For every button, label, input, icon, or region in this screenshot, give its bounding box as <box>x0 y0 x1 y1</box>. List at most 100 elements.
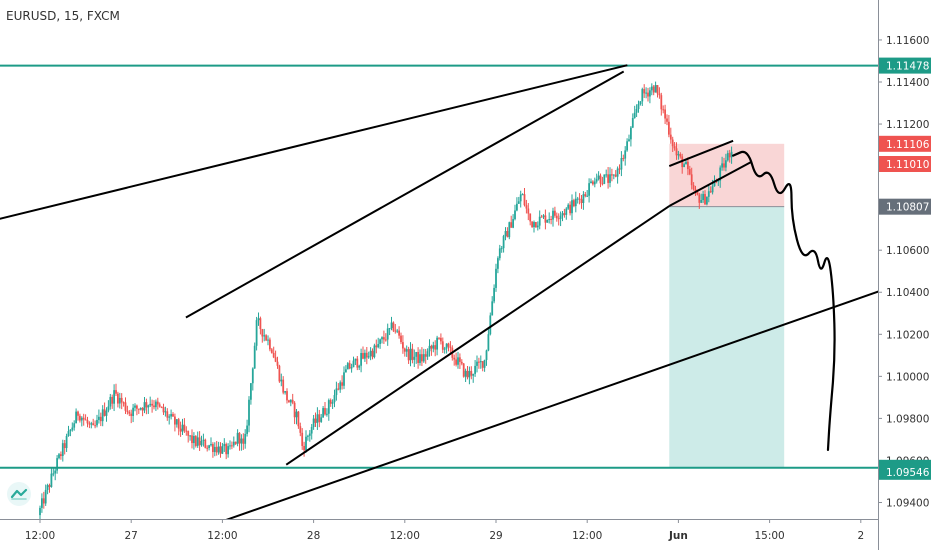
candle-body <box>360 352 362 366</box>
candle <box>293 401 296 425</box>
candle-body <box>139 408 142 410</box>
candle <box>92 418 95 426</box>
candle-body <box>675 148 678 156</box>
candle <box>54 467 57 481</box>
candle <box>552 207 554 227</box>
candle-body <box>356 358 359 368</box>
candle-body <box>647 92 649 97</box>
candle <box>117 391 119 408</box>
candle <box>723 157 725 171</box>
candle-body <box>124 402 127 411</box>
candle <box>478 357 480 369</box>
candle <box>354 358 357 366</box>
candle-body <box>409 348 412 361</box>
candle <box>308 430 311 442</box>
candle <box>396 328 399 334</box>
candle <box>502 234 505 253</box>
candle <box>221 442 224 455</box>
candle-body <box>341 382 343 386</box>
trend-line <box>668 161 752 207</box>
candle <box>267 335 269 346</box>
candle-body <box>234 441 237 444</box>
candle-body <box>426 351 429 357</box>
candle <box>329 398 332 407</box>
candle <box>208 444 210 451</box>
candle <box>464 368 467 382</box>
candle-body <box>202 439 205 441</box>
candle-body <box>71 427 74 430</box>
candle <box>633 105 636 119</box>
candle-body <box>692 185 695 190</box>
candle-body <box>303 445 305 451</box>
candle <box>202 433 205 447</box>
candle-body <box>630 127 632 140</box>
projected-path <box>732 150 836 452</box>
candle-body <box>453 357 456 360</box>
candle <box>582 191 585 210</box>
candle-body <box>516 203 518 211</box>
price-tick-label: 1.11400 <box>886 77 929 89</box>
candle <box>200 435 203 447</box>
candle-body <box>571 200 573 214</box>
candle <box>622 154 625 162</box>
candle-body <box>658 93 661 96</box>
candle-body <box>310 427 313 434</box>
candle-body <box>333 395 336 403</box>
candle <box>476 355 478 373</box>
price-tag-label: 1.11478 <box>886 61 929 73</box>
candle <box>312 414 315 430</box>
candle <box>424 349 427 364</box>
time-tick-label: 2 <box>857 530 864 542</box>
candle <box>383 330 385 344</box>
price-tag: 1.11010 <box>879 155 931 172</box>
candle <box>611 168 613 182</box>
price-axis-bg <box>878 0 932 550</box>
candle-body <box>588 183 590 196</box>
candle <box>365 347 368 365</box>
candle-body <box>470 370 473 376</box>
candle-body <box>491 301 494 316</box>
candle <box>453 354 456 366</box>
candle-body <box>168 416 171 418</box>
candle-body <box>422 354 425 362</box>
candle <box>67 425 70 437</box>
candle <box>193 432 195 450</box>
candle <box>643 84 646 98</box>
candle <box>379 338 381 349</box>
candle-body <box>540 216 543 218</box>
time-tick-label: 28 <box>307 530 320 542</box>
candle-body <box>394 330 397 332</box>
candle <box>654 81 657 93</box>
candle-body <box>250 383 252 400</box>
candle-body <box>54 470 57 474</box>
candle-body <box>457 357 459 365</box>
candle <box>263 328 266 342</box>
price-tag-bg <box>879 155 931 172</box>
candle <box>516 197 518 212</box>
candle <box>597 171 600 181</box>
candle <box>204 438 207 449</box>
candle-body <box>223 443 226 447</box>
candle-body <box>67 431 70 436</box>
candle-body <box>698 194 701 203</box>
candle-body <box>635 109 638 113</box>
candle <box>417 347 419 369</box>
candle <box>614 170 617 178</box>
candle <box>345 365 347 373</box>
candle <box>278 364 281 383</box>
candle-body <box>468 370 471 378</box>
candle-body <box>354 358 357 361</box>
candle <box>662 105 665 114</box>
candle <box>561 211 564 222</box>
candle <box>421 347 423 367</box>
candle-body <box>612 174 615 176</box>
candle-body <box>172 414 174 417</box>
price-axis: 1.116001.114001.112001.110001.108001.106… <box>878 0 932 550</box>
candle-body <box>196 437 199 446</box>
candle <box>466 365 469 380</box>
tradingview-logo-icon[interactable] <box>7 482 31 506</box>
candle-body <box>345 369 347 373</box>
candle-body <box>690 174 693 186</box>
candle-body <box>536 225 539 228</box>
